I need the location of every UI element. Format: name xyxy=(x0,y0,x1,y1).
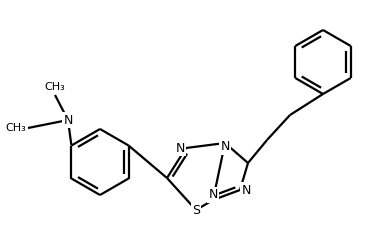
Text: N: N xyxy=(241,183,251,197)
Text: N: N xyxy=(63,114,73,127)
Text: N: N xyxy=(220,140,230,154)
Text: N: N xyxy=(208,188,218,202)
Text: CH₃: CH₃ xyxy=(5,123,26,133)
Text: S: S xyxy=(192,203,200,217)
Text: CH₃: CH₃ xyxy=(45,82,65,92)
Text: N: N xyxy=(175,142,185,154)
